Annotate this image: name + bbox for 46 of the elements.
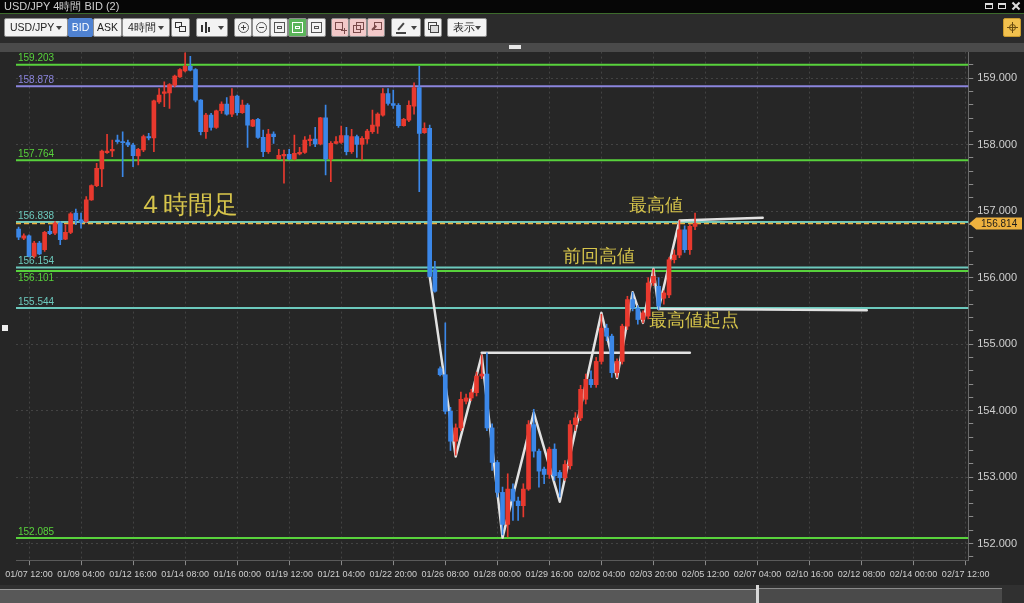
x-tick-label: 02/02 04:00 xyxy=(577,569,626,580)
y-tick-label: 155.000 xyxy=(977,337,1017,350)
x-tick-label: 02/17 12:00 xyxy=(941,569,990,580)
text: ４時間足 xyxy=(137,190,238,220)
annotation: 前回高値 xyxy=(562,245,635,267)
ref-line-label: 156.838 xyxy=(18,210,55,222)
x-tick-label: 01/09 04:00 xyxy=(57,569,105,580)
x-tick-label: 01/19 12:00 xyxy=(265,569,313,580)
ref-line-label: 155.544 xyxy=(18,296,55,308)
x-tick-label: 01/29 16:00 xyxy=(525,569,574,580)
chart-title: USD/JPY 4時間 BID (2) xyxy=(4,0,120,13)
dropdown-field: 表示 xyxy=(447,18,487,37)
ref-line-label: 156.154 xyxy=(18,255,55,267)
ref-line-label: 156.814 xyxy=(981,218,1018,230)
toggle-button: ASK xyxy=(93,18,122,37)
y-tick-label: 159.000 xyxy=(977,71,1017,84)
ref-line-label: 159.203 xyxy=(18,52,55,64)
x-tick-label: 01/26 08:00 xyxy=(421,569,470,580)
x-tick-label: 01/07 12:00 xyxy=(5,569,53,580)
ref-line-label: 158.878 xyxy=(18,74,55,86)
x-tick-label: 02/05 12:00 xyxy=(681,569,730,580)
ref-line-label: 156.101 xyxy=(18,272,55,284)
dropdown-field: USD/JPY xyxy=(4,18,68,37)
x-tick-label: 01/14 08:00 xyxy=(161,569,209,580)
y-tick-label: 152.000 xyxy=(977,537,1017,549)
x-tick-label: 02/10 16:00 xyxy=(785,569,834,580)
x-tick-label: 02/12 08:00 xyxy=(837,569,886,580)
dropdown-field: 4時間 xyxy=(122,18,170,37)
y-tick-label: 157.000 xyxy=(977,204,1017,217)
x-tick-label: 01/22 20:00 xyxy=(369,569,418,580)
x-tick-label: 02/14 00:00 xyxy=(889,569,938,580)
ref-line-label: 152.085 xyxy=(18,526,55,538)
annotation: 最高値 xyxy=(628,194,683,216)
y-tick-label: 156.000 xyxy=(977,271,1017,284)
x-tick-label: 01/12 16:00 xyxy=(109,569,157,580)
annotation: 最高値起点 xyxy=(648,309,739,331)
x-tick-label: 01/21 04:00 xyxy=(317,569,365,580)
x-tick-label: 01/16 00:00 xyxy=(213,569,261,580)
y-tick-label: 158.000 xyxy=(977,138,1017,151)
y-tick-label: 154.000 xyxy=(977,404,1017,417)
x-tick-label: 01/28 00:00 xyxy=(473,569,522,580)
toggle-button: BID xyxy=(68,18,93,37)
x-tick-label: 02/07 04:00 xyxy=(733,569,782,580)
x-tick-label: 02/03 20:00 xyxy=(629,569,678,580)
y-tick-label: 153.000 xyxy=(977,470,1017,483)
ref-line-label: 157.764 xyxy=(18,148,55,160)
